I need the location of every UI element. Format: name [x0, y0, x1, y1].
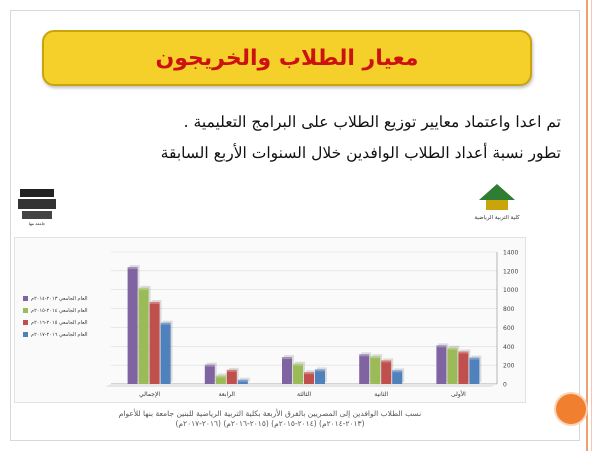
- x-tick-label: الأولى: [451, 390, 466, 398]
- bar-highlight: [237, 379, 248, 382]
- bar: [370, 356, 381, 384]
- x-tick-label: الثالثة: [297, 391, 311, 398]
- y-tick-label: 1000: [503, 287, 518, 294]
- bar-highlight: [370, 356, 381, 359]
- bar-highlight: [381, 360, 392, 363]
- x-tick-label: الرابعة: [219, 391, 236, 398]
- bar: [160, 322, 171, 384]
- bar-highlight: [160, 322, 171, 325]
- bar: [304, 372, 314, 384]
- bar: [392, 370, 403, 384]
- bar: [237, 379, 248, 384]
- orange-circle-decoration: [556, 394, 586, 424]
- right-accent-line: [586, 0, 588, 451]
- bar-highlight: [127, 267, 138, 270]
- chart-caption: نسب الطلاب الوافدين إلى المصريين بالفرق …: [10, 409, 530, 429]
- bar-highlight: [282, 357, 292, 360]
- bar-highlight: [149, 301, 160, 304]
- slide-frame: [10, 10, 580, 441]
- bar: [204, 364, 215, 384]
- bar: [149, 301, 160, 384]
- bar: [447, 347, 458, 384]
- legend-label: العام الجامعي ٢٠١٦-٢٠١٧م: [31, 332, 87, 338]
- bar-highlight: [138, 287, 149, 290]
- chart-caption-line-2: (٢٠١٣-٢٠١٤م) (٢٠١٤-٢٠١٥م) (٢٠١٥-٢٠١٦م) (…: [175, 419, 365, 428]
- bar: [293, 363, 303, 384]
- legend-swatch: [23, 296, 28, 301]
- bar: [436, 345, 447, 384]
- bar: [469, 357, 480, 384]
- bar-chart: 0 200 400 600 800 1000 1200 1400 الإجمالي الرابعة…: [14, 237, 526, 403]
- bar-highlight: [469, 357, 480, 360]
- x-tick-label: الإجمالي: [139, 391, 160, 398]
- bar-highlight: [359, 354, 370, 357]
- bar: [282, 357, 292, 384]
- bar: [127, 267, 138, 384]
- title-banner: معيار الطلاب والخريجون: [42, 30, 532, 86]
- bar-highlight: [304, 372, 314, 375]
- faculty-logo-text: كلية التربية الرياضية: [474, 214, 520, 221]
- legend-label: العام الجامعي ٢٠١٥-٢٠١٦م: [31, 320, 87, 326]
- bar-highlight: [204, 364, 215, 367]
- x-tick-label: الثانية: [374, 391, 388, 398]
- legend-swatch: [23, 332, 28, 337]
- bar-chart-svg: 0 200 400 600 800 1000 1200 1400 الإجمالي الرابعة…: [23, 250, 518, 398]
- university-logo: جامعة بنها: [18, 189, 56, 226]
- bar-highlight: [215, 375, 226, 378]
- y-tick-label: 200: [503, 363, 515, 370]
- bar-highlight: [458, 351, 469, 354]
- y-tick-label: 400: [503, 344, 515, 351]
- y-tick-label: 600: [503, 325, 515, 332]
- bar: [381, 360, 392, 384]
- y-tick-label: 1400: [503, 250, 518, 257]
- right-accent-line-thin: [591, 0, 592, 451]
- bar-highlight: [315, 369, 325, 372]
- bar: [359, 354, 370, 384]
- legend-swatch: [23, 308, 28, 313]
- text-line-2: تطور نسبة أعداد الطلاب الوافدين خلال الس…: [160, 144, 561, 162]
- bar: [458, 351, 469, 384]
- bar: [138, 287, 149, 384]
- legend-swatch: [23, 320, 28, 325]
- faculty-logo: كلية التربية الرياضية: [474, 184, 520, 221]
- bar: [315, 369, 325, 384]
- bar-highlight: [392, 370, 403, 373]
- y-tick-label: 0: [503, 382, 507, 389]
- bar-highlight: [226, 369, 237, 372]
- text-line-1: تم اعدا واعتماد معايير توزيع الطلاب على …: [183, 113, 561, 131]
- bar-highlight: [293, 363, 303, 366]
- bar: [226, 369, 237, 384]
- university-logo-text: جامعة بنها: [29, 221, 46, 226]
- legend-label: العام الجامعي ٢٠١٤-٢٠١٥م: [31, 308, 87, 314]
- chart-floor: [105, 384, 497, 387]
- bar: [215, 375, 226, 384]
- chart-caption-line-1: نسب الطلاب الوافدين إلى المصريين بالفرق …: [118, 409, 422, 418]
- bar-highlight: [436, 345, 447, 348]
- y-tick-label: 800: [503, 306, 515, 313]
- bar-highlight: [447, 347, 458, 350]
- y-tick-label: 1200: [503, 268, 518, 275]
- legend-label: العام الجامعي ٢٠١٣-٢٠١٤م: [31, 296, 87, 302]
- slide-title: معيار الطلاب والخريجون: [155, 45, 419, 71]
